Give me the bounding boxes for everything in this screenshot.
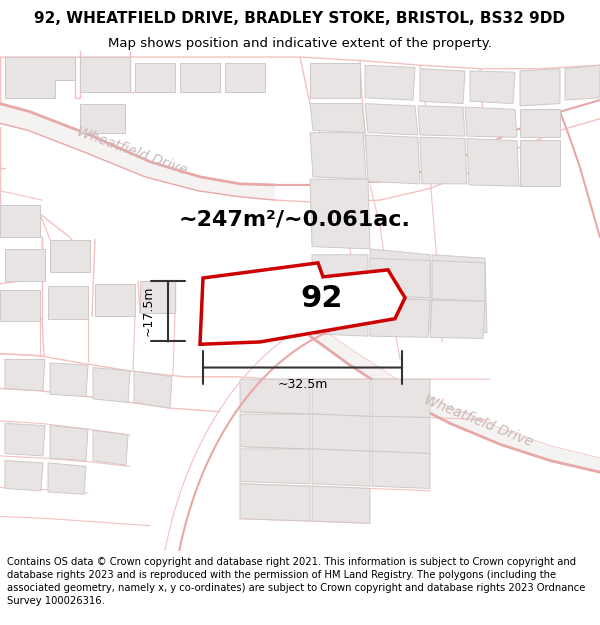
Polygon shape bbox=[50, 363, 88, 397]
Polygon shape bbox=[240, 484, 310, 521]
Polygon shape bbox=[5, 423, 45, 456]
Polygon shape bbox=[5, 461, 43, 491]
Polygon shape bbox=[565, 65, 600, 100]
Polygon shape bbox=[312, 255, 368, 296]
Polygon shape bbox=[0, 205, 40, 238]
Polygon shape bbox=[370, 298, 430, 338]
Polygon shape bbox=[372, 451, 430, 489]
Polygon shape bbox=[312, 449, 370, 486]
Polygon shape bbox=[310, 104, 365, 132]
Polygon shape bbox=[312, 486, 370, 523]
Polygon shape bbox=[5, 57, 75, 98]
Polygon shape bbox=[93, 431, 128, 465]
Polygon shape bbox=[240, 414, 310, 449]
Polygon shape bbox=[93, 368, 130, 402]
Polygon shape bbox=[80, 104, 125, 132]
Polygon shape bbox=[420, 138, 467, 184]
Text: 92: 92 bbox=[300, 284, 343, 313]
Polygon shape bbox=[372, 379, 430, 418]
Polygon shape bbox=[365, 65, 415, 100]
Polygon shape bbox=[310, 132, 366, 179]
Text: Wheatfield Drive: Wheatfield Drive bbox=[75, 125, 189, 177]
Polygon shape bbox=[135, 63, 175, 92]
Text: Map shows position and indicative extent of the property.: Map shows position and indicative extent… bbox=[108, 37, 492, 50]
Polygon shape bbox=[310, 179, 370, 249]
Polygon shape bbox=[365, 135, 420, 184]
Polygon shape bbox=[95, 284, 135, 316]
Polygon shape bbox=[134, 371, 172, 408]
Polygon shape bbox=[432, 261, 485, 301]
Polygon shape bbox=[432, 255, 487, 332]
Polygon shape bbox=[5, 249, 45, 281]
Polygon shape bbox=[0, 104, 275, 200]
Polygon shape bbox=[312, 379, 370, 416]
Polygon shape bbox=[50, 426, 88, 461]
Text: ~247m²/~0.061ac.: ~247m²/~0.061ac. bbox=[179, 210, 411, 230]
Polygon shape bbox=[48, 463, 86, 494]
Polygon shape bbox=[520, 69, 560, 106]
Polygon shape bbox=[312, 298, 368, 336]
Polygon shape bbox=[240, 379, 310, 414]
Text: Contains OS data © Crown copyright and database right 2021. This information is : Contains OS data © Crown copyright and d… bbox=[7, 557, 586, 606]
Polygon shape bbox=[200, 263, 405, 344]
Polygon shape bbox=[310, 321, 600, 472]
Polygon shape bbox=[80, 57, 130, 92]
Text: ~32.5m: ~32.5m bbox=[277, 379, 328, 391]
Polygon shape bbox=[370, 258, 430, 298]
Polygon shape bbox=[420, 69, 465, 104]
Polygon shape bbox=[470, 71, 515, 104]
Polygon shape bbox=[372, 416, 430, 454]
Polygon shape bbox=[370, 249, 432, 331]
Polygon shape bbox=[520, 109, 560, 138]
Polygon shape bbox=[310, 63, 360, 98]
Text: Wheatfield Drive: Wheatfield Drive bbox=[421, 392, 535, 449]
Polygon shape bbox=[225, 63, 265, 92]
Polygon shape bbox=[312, 414, 370, 451]
Polygon shape bbox=[240, 449, 310, 484]
Polygon shape bbox=[467, 139, 519, 186]
Polygon shape bbox=[180, 63, 220, 92]
Text: ~17.5m: ~17.5m bbox=[142, 286, 155, 336]
Polygon shape bbox=[465, 107, 517, 138]
Polygon shape bbox=[0, 289, 40, 321]
Polygon shape bbox=[140, 281, 175, 313]
Polygon shape bbox=[5, 359, 45, 391]
Polygon shape bbox=[50, 239, 90, 272]
Polygon shape bbox=[520, 139, 560, 186]
Polygon shape bbox=[430, 300, 485, 339]
Text: 92, WHEATFIELD DRIVE, BRADLEY STOKE, BRISTOL, BS32 9DD: 92, WHEATFIELD DRIVE, BRADLEY STOKE, BRI… bbox=[35, 11, 566, 26]
Polygon shape bbox=[418, 106, 465, 136]
Polygon shape bbox=[365, 104, 418, 135]
Polygon shape bbox=[48, 286, 88, 319]
